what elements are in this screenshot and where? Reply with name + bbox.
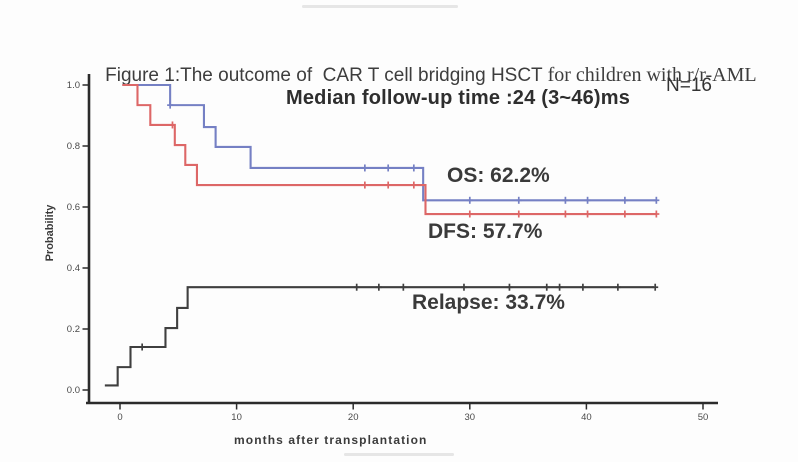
svg-text:0.8: 0.8: [67, 141, 80, 152]
n-patients-annotation: N=16: [666, 75, 712, 96]
x-axis-label: months after transplantation: [234, 433, 428, 447]
os-curve-label: OS: 62.2%: [447, 164, 550, 187]
svg-text:0.6: 0.6: [67, 202, 80, 213]
svg-text:0.4: 0.4: [67, 263, 80, 274]
svg-text:40: 40: [581, 412, 592, 423]
figure-title: Figure 1:The outcome of CAR T cell bridg…: [84, 42, 757, 109]
svg-text:0.0: 0.0: [67, 385, 80, 396]
svg-text:0: 0: [117, 412, 122, 423]
svg-text:30: 30: [465, 412, 476, 423]
median-followup-annotation: Median follow-up time :24 (3~46)ms: [286, 87, 631, 109]
svg-text:1.0: 1.0: [67, 80, 80, 91]
svg-text:10: 10: [231, 412, 242, 423]
svg-text:0.2: 0.2: [67, 324, 80, 335]
scan-artifact-top: [302, 5, 458, 8]
dfs-curve-label: DFS: 57.7%: [428, 220, 543, 243]
scan-artifact-bottom: [344, 453, 454, 456]
svg-text:50: 50: [698, 412, 709, 423]
figure-title-serif: for children with r/r-AML: [547, 64, 757, 86]
y-axis-label: Probability: [44, 204, 56, 262]
svg-text:20: 20: [348, 412, 359, 423]
figure-title-sans: Figure 1:The outcome of CAR T cell bridg…: [105, 65, 548, 86]
relapse-curve-label: Relapse: 33.7%: [412, 291, 565, 314]
